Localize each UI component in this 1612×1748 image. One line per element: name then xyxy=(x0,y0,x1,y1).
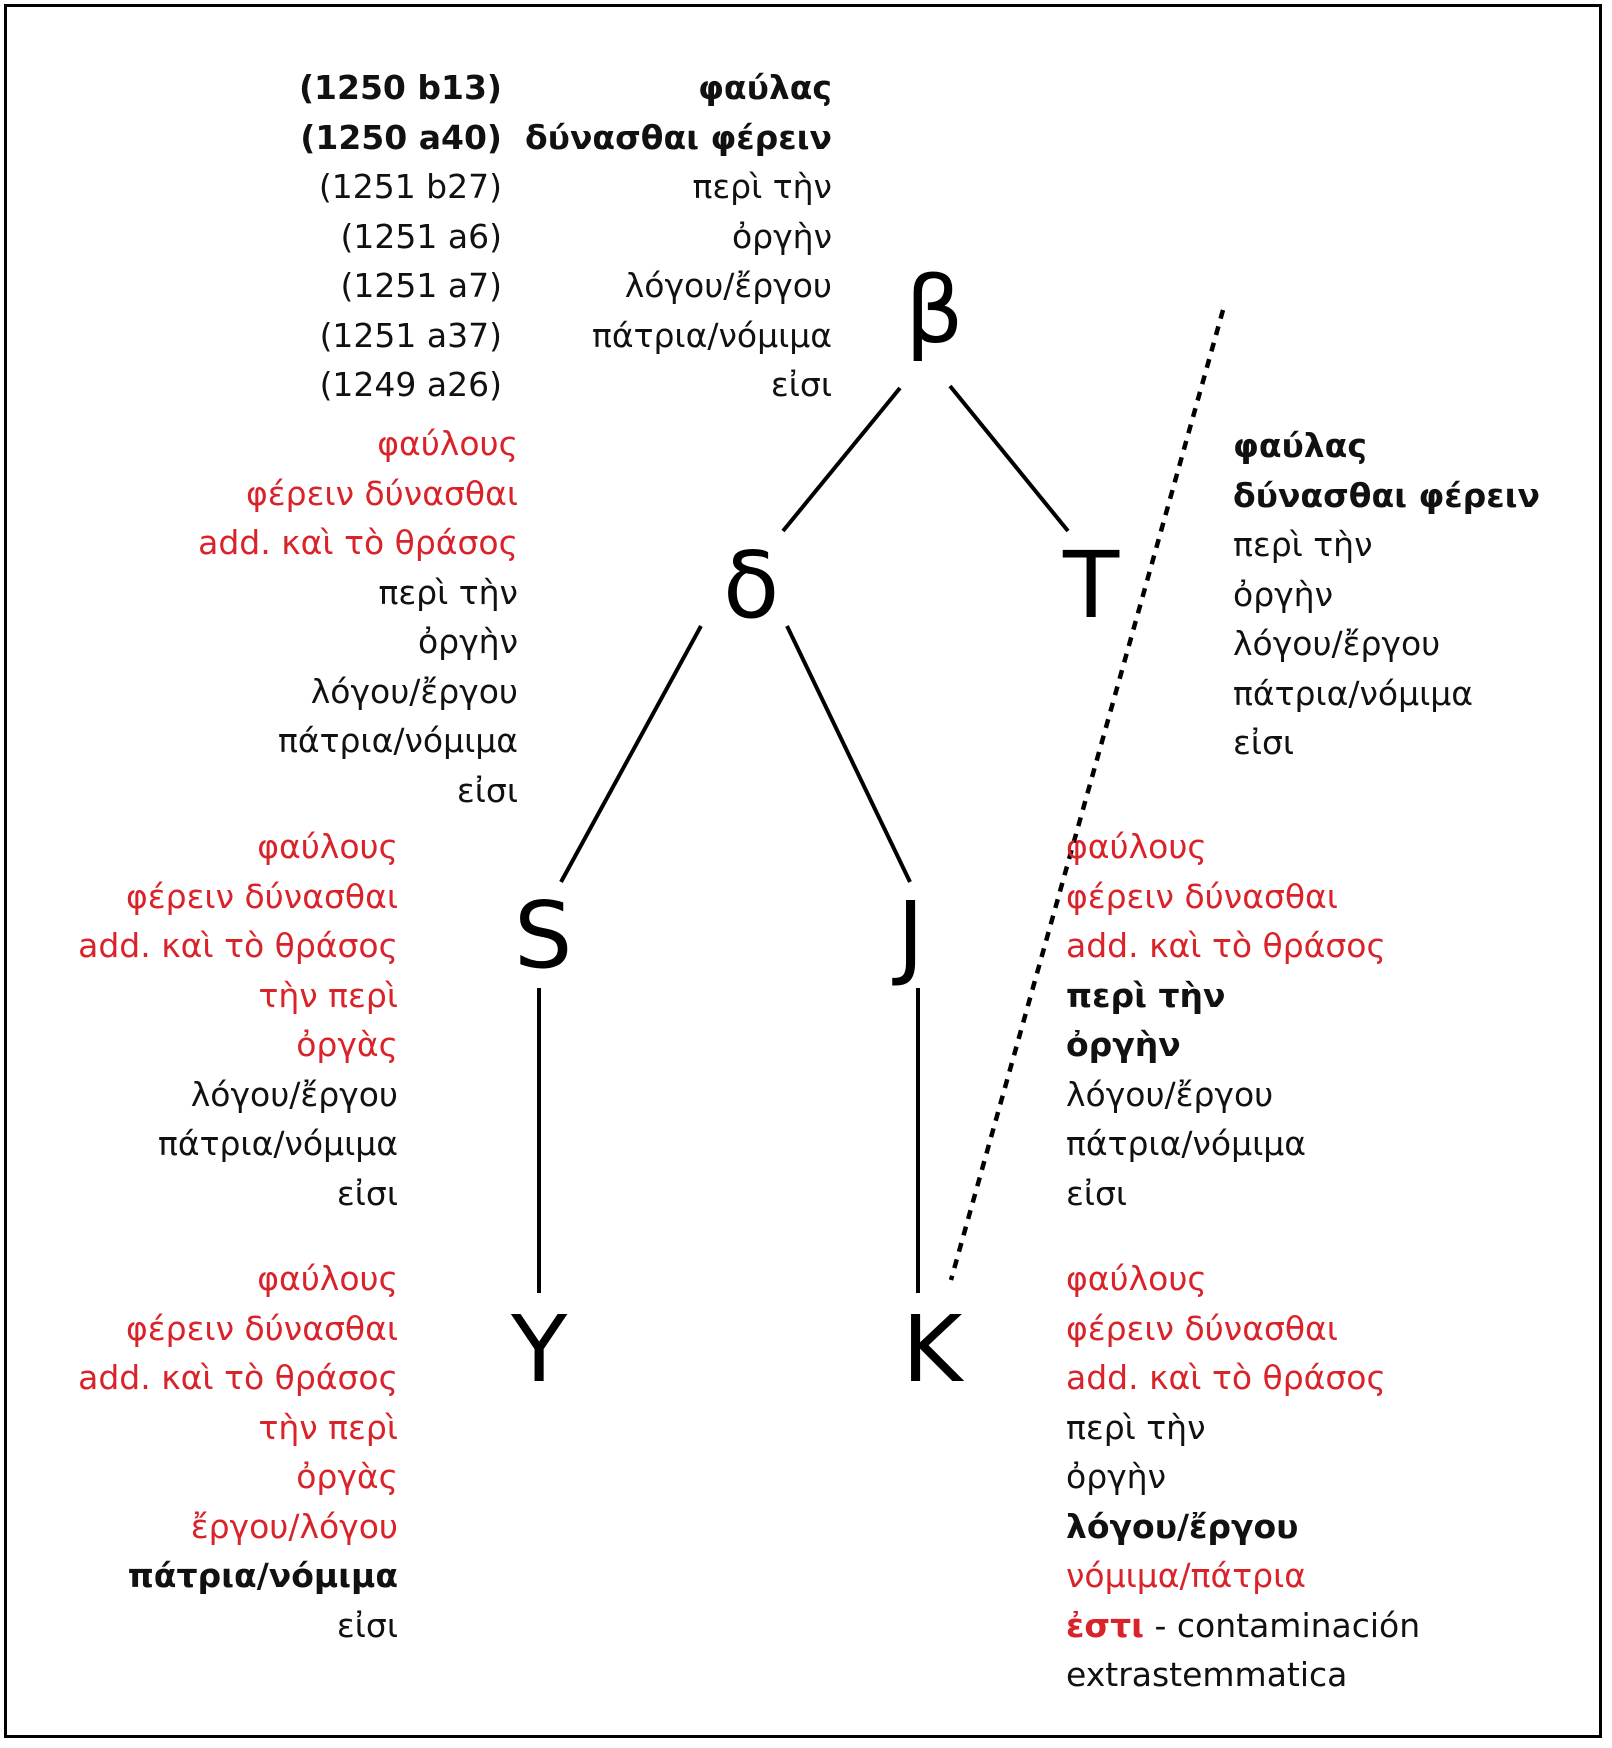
reading-variant: ὀργὰς xyxy=(296,1457,398,1496)
T-readings: φαύλας δύνασθαι φέρειν περὶ τὴν ὀργὴν λό… xyxy=(1233,421,1573,768)
reading-variant: add. καὶ τὸ θράσος xyxy=(78,1358,398,1397)
node-K: K xyxy=(902,1296,963,1403)
reading-variant: φαύλους xyxy=(257,1259,398,1298)
contamination-note: ἐστι - contaminación xyxy=(1066,1601,1426,1651)
reference: (1251 a37) xyxy=(319,315,502,355)
reading: εἰσι xyxy=(1233,723,1295,762)
reading: εἰσι xyxy=(336,1173,398,1213)
beta-readings: φαύλας δύνασθαι φέρειν περὶ τὴν ὀργὴν λό… xyxy=(520,63,832,410)
reading-variant: φέρειν δύνασθαι xyxy=(1066,876,1338,916)
edge-beta-T xyxy=(948,384,1070,533)
reading: λόγου/ἔργου xyxy=(190,1074,398,1114)
reading: περὶ τὴν xyxy=(1233,525,1373,564)
reading-variant: φαύλους xyxy=(377,424,518,463)
reading: περὶ τὴν xyxy=(692,167,832,206)
reading: περὶ τὴν xyxy=(378,572,518,612)
reading: πάτρια/νόμιμα xyxy=(1066,1124,1307,1163)
reading: φαύλας xyxy=(1233,426,1367,465)
reading: ὀργὴν xyxy=(1066,1457,1167,1496)
reading: ὀργὴν xyxy=(417,622,518,661)
reading: ὀργὴν xyxy=(731,216,832,256)
reading: λόγου/ἔργου xyxy=(1233,624,1441,663)
edge-beta-delta xyxy=(781,386,902,533)
reading: λόγου/ἔργου xyxy=(624,266,832,305)
reference: (1250 b13) xyxy=(298,68,502,107)
node-T: T xyxy=(1063,532,1120,639)
node-J: J xyxy=(897,882,925,989)
reading-variant: ἔργου/λόγου xyxy=(190,1506,398,1546)
reading: ὀργὴν xyxy=(1066,1025,1181,1064)
Y-readings: φαύλους φέρειν δύνασθαι add. καὶ τὸ θράσ… xyxy=(70,1254,398,1650)
reading: πάτρια/νόμιμα xyxy=(157,1124,398,1163)
reading-variant: add. καὶ τὸ θράσος xyxy=(1066,1358,1386,1397)
reference: (1249 a26) xyxy=(319,365,502,404)
reading: πάτρια/νόμιμα xyxy=(591,315,832,355)
reading-variant: τὴν περὶ xyxy=(258,1407,398,1447)
reading: λόγου/ἔργου xyxy=(1066,1074,1274,1114)
reading-variant: φέρειν δύνασθαι xyxy=(1066,1308,1338,1348)
reading-variant: νόμιμα/πάτρια xyxy=(1066,1556,1307,1595)
reading: δύνασθαι φέρειν xyxy=(1233,475,1541,515)
reading: ὀργὴν xyxy=(1233,574,1334,614)
node-Y: Y xyxy=(511,1296,568,1403)
reading-variant: add. καὶ τὸ θράσος xyxy=(78,926,398,965)
reading: πάτρια/νόμιμα xyxy=(1233,673,1474,713)
K-readings: φαύλους φέρειν δύνασθαι add. καὶ τὸ θράσ… xyxy=(1066,1254,1426,1700)
reading: εἰσι xyxy=(336,1605,398,1645)
reading-variant: φαύλους xyxy=(1066,1259,1207,1298)
node-beta: β xyxy=(905,257,964,364)
edge-delta-S xyxy=(559,625,703,883)
reading-variant: φαύλους xyxy=(257,827,398,866)
reading-variant: add. καὶ τὸ θράσος xyxy=(1066,926,1386,965)
J-readings: φαύλους φέρειν δύνασθαι add. καὶ τὸ θράσ… xyxy=(1066,822,1406,1218)
reading: φαύλας xyxy=(698,68,832,107)
reading: περὶ τὴν xyxy=(1066,1407,1206,1447)
reading: εἰσι xyxy=(770,365,832,404)
note-text: extrastemmatica xyxy=(1066,1655,1348,1694)
reading: περὶ τὴν xyxy=(1066,975,1226,1015)
diagram-frame xyxy=(4,4,1602,1738)
reading: εἰσι xyxy=(1066,1173,1128,1213)
reading-variant: add. καὶ τὸ θράσος xyxy=(198,523,518,562)
reading: δύνασθαι φέρειν xyxy=(524,117,832,157)
reading-variant: φέρειν δύνασθαι xyxy=(126,1308,398,1348)
reading: λόγου/ἔργου xyxy=(1066,1506,1299,1546)
node-S: S xyxy=(514,882,573,989)
reading-variant: φαύλους xyxy=(1066,827,1207,866)
reading: πάτρια/νόμιμα xyxy=(127,1556,398,1595)
delta-readings: φαύλους φέρειν δύνασθαι add. καὶ τὸ θράσ… xyxy=(190,419,518,815)
reading-variant: φέρειν δύνασθαι xyxy=(246,473,518,513)
reading-variant: τὴν περὶ xyxy=(258,975,398,1015)
contamination-line xyxy=(948,309,1226,1281)
reference: (1251 a6) xyxy=(340,216,502,256)
reading: εἰσι xyxy=(456,770,518,810)
reading: λόγου/ἔργου xyxy=(310,671,518,711)
note-text: - contaminación xyxy=(1144,1605,1421,1645)
reading-variant: φέρειν δύνασθαι xyxy=(126,876,398,916)
reference: (1251 b27) xyxy=(318,167,502,206)
edge-delta-J xyxy=(785,625,912,883)
S-readings: φαύλους φέρειν δύνασθαι add. καὶ τὸ θράσ… xyxy=(70,822,398,1218)
reading-variant: ἐστι xyxy=(1066,1605,1144,1645)
references-column: (1250 b13) (1250 a40) (1251 b27) (1251 a… xyxy=(230,63,502,410)
reading: πάτρια/νόμιμα xyxy=(277,721,518,760)
reading-variant: ὀργὰς xyxy=(296,1025,398,1064)
reference: (1251 a7) xyxy=(340,266,502,305)
node-delta: δ xyxy=(723,532,780,639)
reference: (1250 a40) xyxy=(300,117,502,157)
